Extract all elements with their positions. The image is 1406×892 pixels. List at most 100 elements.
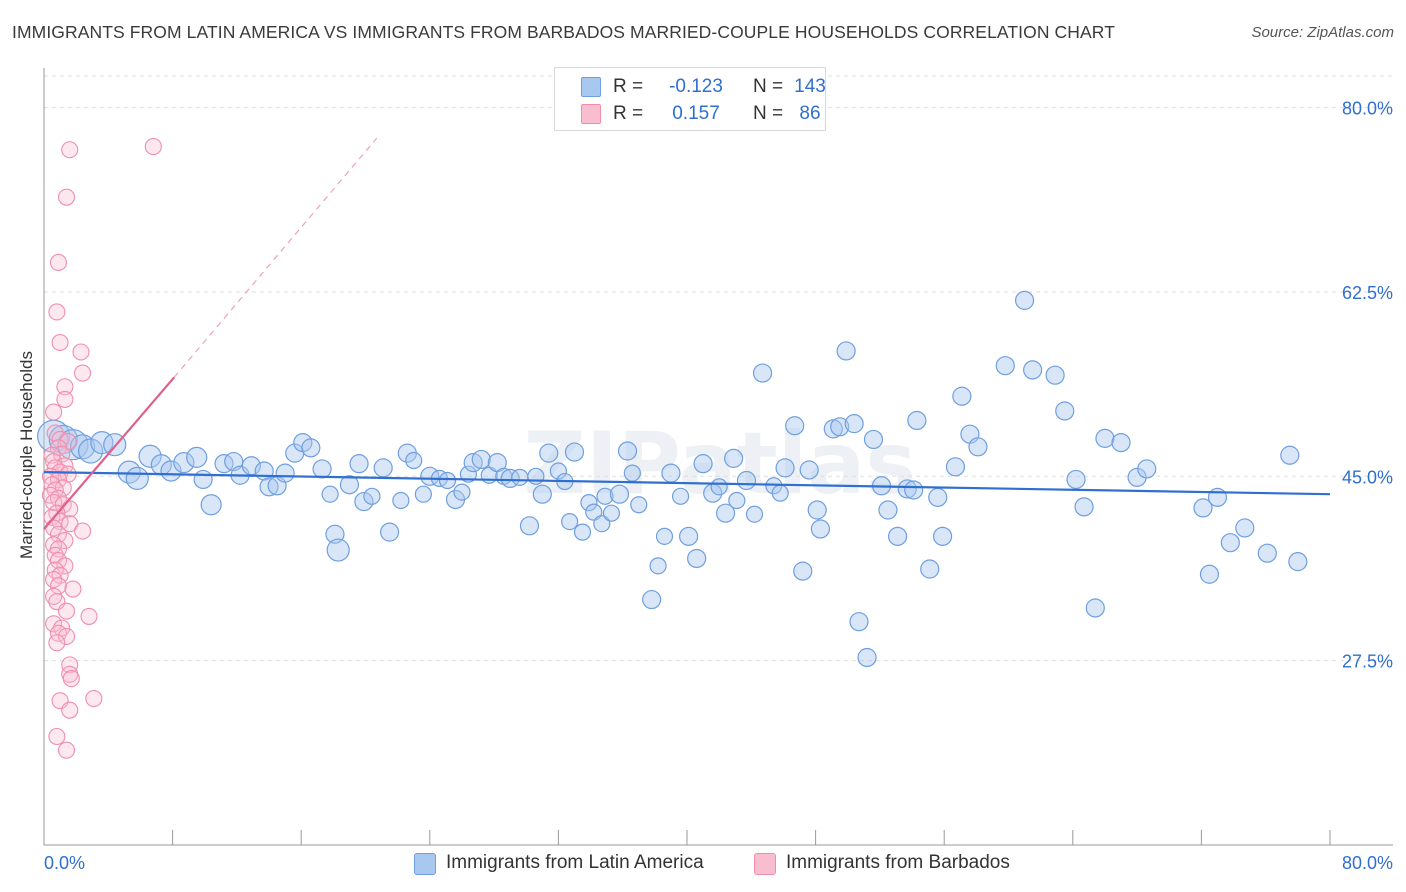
data-point-latin-america bbox=[301, 438, 321, 458]
data-point-latin-america bbox=[373, 458, 393, 478]
data-point-latin-america bbox=[1014, 290, 1035, 310]
data-point-latin-america bbox=[275, 463, 295, 483]
data-point-latin-america bbox=[928, 487, 948, 507]
y-tick-label: 62.5% bbox=[1342, 283, 1393, 303]
data-point-latin-america bbox=[602, 504, 621, 522]
data-point-latin-america bbox=[1045, 365, 1065, 385]
data-point-latin-america bbox=[1085, 598, 1105, 618]
data-point-latin-america bbox=[857, 647, 877, 668]
data-point-barbados bbox=[61, 515, 79, 533]
data-point-barbados bbox=[80, 607, 98, 625]
data-point-barbados bbox=[45, 403, 63, 421]
data-point-latin-america bbox=[920, 559, 940, 579]
data-point-latin-america bbox=[679, 526, 699, 546]
data-point-latin-america bbox=[1193, 498, 1213, 518]
data-point-latin-america bbox=[363, 487, 381, 505]
data-point-latin-america bbox=[995, 356, 1015, 376]
data-point-latin-america bbox=[326, 538, 350, 562]
data-point-latin-america bbox=[715, 503, 736, 523]
y-tick-label: 27.5% bbox=[1342, 652, 1393, 672]
data-point-latin-america bbox=[1288, 552, 1308, 572]
data-point-latin-america bbox=[1280, 445, 1300, 465]
data-point-barbados bbox=[49, 525, 68, 543]
data-point-barbados bbox=[144, 138, 162, 156]
legend-r-value-latin-america: -0.123 bbox=[669, 76, 723, 97]
data-point-latin-america bbox=[254, 461, 274, 481]
data-point-latin-america bbox=[186, 446, 208, 468]
trendline-barbados-extension bbox=[173, 137, 378, 378]
data-point-latin-america bbox=[459, 465, 477, 483]
data-point-latin-america bbox=[539, 443, 559, 463]
data-point-latin-america bbox=[728, 491, 746, 510]
data-point-latin-america bbox=[532, 484, 552, 504]
data-point-barbados bbox=[56, 532, 74, 550]
data-point-barbados bbox=[57, 188, 76, 206]
data-point-latin-america bbox=[527, 467, 545, 485]
data-point-latin-america bbox=[752, 363, 773, 383]
data-point-latin-america bbox=[138, 444, 162, 468]
data-point-latin-america bbox=[321, 485, 339, 503]
data-point-latin-america bbox=[117, 460, 141, 484]
legend-r-label: R = bbox=[613, 103, 644, 124]
data-point-latin-america bbox=[1111, 432, 1131, 453]
data-point-latin-america bbox=[830, 417, 850, 437]
data-point-barbados bbox=[64, 580, 82, 598]
data-point-latin-america bbox=[710, 478, 728, 496]
chart-title: IMMIGRANTS FROM LATIN AMERICA VS IMMIGRA… bbox=[12, 22, 1115, 42]
data-point-latin-america bbox=[771, 484, 789, 502]
data-point-latin-america bbox=[649, 557, 667, 575]
data-point-latin-america bbox=[564, 442, 585, 462]
data-point-barbados bbox=[85, 690, 103, 708]
data-point-latin-america bbox=[438, 471, 457, 490]
legend-r-label: R = bbox=[613, 76, 644, 97]
watermark: ZIPatlas bbox=[524, 414, 917, 514]
data-point-latin-america bbox=[1095, 428, 1115, 448]
data-point-barbados bbox=[48, 634, 66, 652]
data-point-latin-america bbox=[785, 416, 805, 436]
data-point-barbados bbox=[72, 343, 90, 361]
trendline-barbados bbox=[43, 376, 176, 530]
data-point-barbados bbox=[45, 587, 63, 605]
data-point-latin-america bbox=[1023, 360, 1043, 380]
data-point-barbados bbox=[48, 727, 66, 746]
bottom-legend-label-barbados: Immigrants from Barbados bbox=[786, 852, 1010, 873]
legend-swatch-barbados bbox=[581, 104, 601, 124]
legend-n-value-latin-america: 143 bbox=[794, 76, 826, 97]
data-point-latin-america bbox=[573, 523, 592, 541]
data-point-latin-america bbox=[1137, 459, 1157, 479]
data-point-latin-america bbox=[661, 463, 681, 483]
legend-n-label: N = bbox=[753, 103, 784, 124]
data-point-latin-america bbox=[312, 459, 332, 479]
data-point-latin-america bbox=[392, 491, 410, 510]
data-point-latin-america bbox=[580, 494, 598, 512]
data-point-latin-america bbox=[511, 468, 529, 486]
data-point-latin-america bbox=[945, 457, 966, 477]
data-point-latin-america bbox=[775, 458, 795, 478]
data-point-latin-america bbox=[259, 477, 279, 497]
data-point-latin-america bbox=[380, 522, 400, 542]
data-point-latin-america bbox=[1220, 533, 1240, 553]
data-point-latin-america bbox=[609, 484, 630, 504]
data-point-latin-america bbox=[907, 410, 927, 431]
data-point-latin-america bbox=[897, 479, 917, 499]
data-point-latin-america bbox=[904, 480, 924, 500]
source-label: Source: ZipAtlas.com bbox=[1251, 24, 1394, 41]
data-point-barbados bbox=[48, 303, 66, 321]
data-point-latin-america bbox=[807, 500, 827, 520]
data-point-latin-america bbox=[1066, 469, 1086, 490]
data-point-barbados bbox=[49, 253, 68, 272]
data-point-latin-america bbox=[1074, 497, 1094, 517]
data-point-latin-america bbox=[349, 454, 369, 474]
data-point-latin-america bbox=[1235, 518, 1255, 538]
y-tick-label: 45.0% bbox=[1342, 467, 1393, 487]
data-point-latin-america bbox=[78, 438, 104, 464]
data-point-latin-america bbox=[655, 527, 674, 545]
data-point-latin-america bbox=[354, 491, 374, 512]
data-point-latin-america bbox=[932, 526, 953, 546]
data-point-latin-america bbox=[125, 466, 149, 491]
data-point-barbados bbox=[51, 333, 69, 352]
data-point-latin-america bbox=[200, 494, 222, 516]
data-point-latin-america bbox=[952, 386, 972, 406]
data-point-latin-america bbox=[453, 483, 471, 501]
data-point-latin-america bbox=[549, 462, 568, 480]
